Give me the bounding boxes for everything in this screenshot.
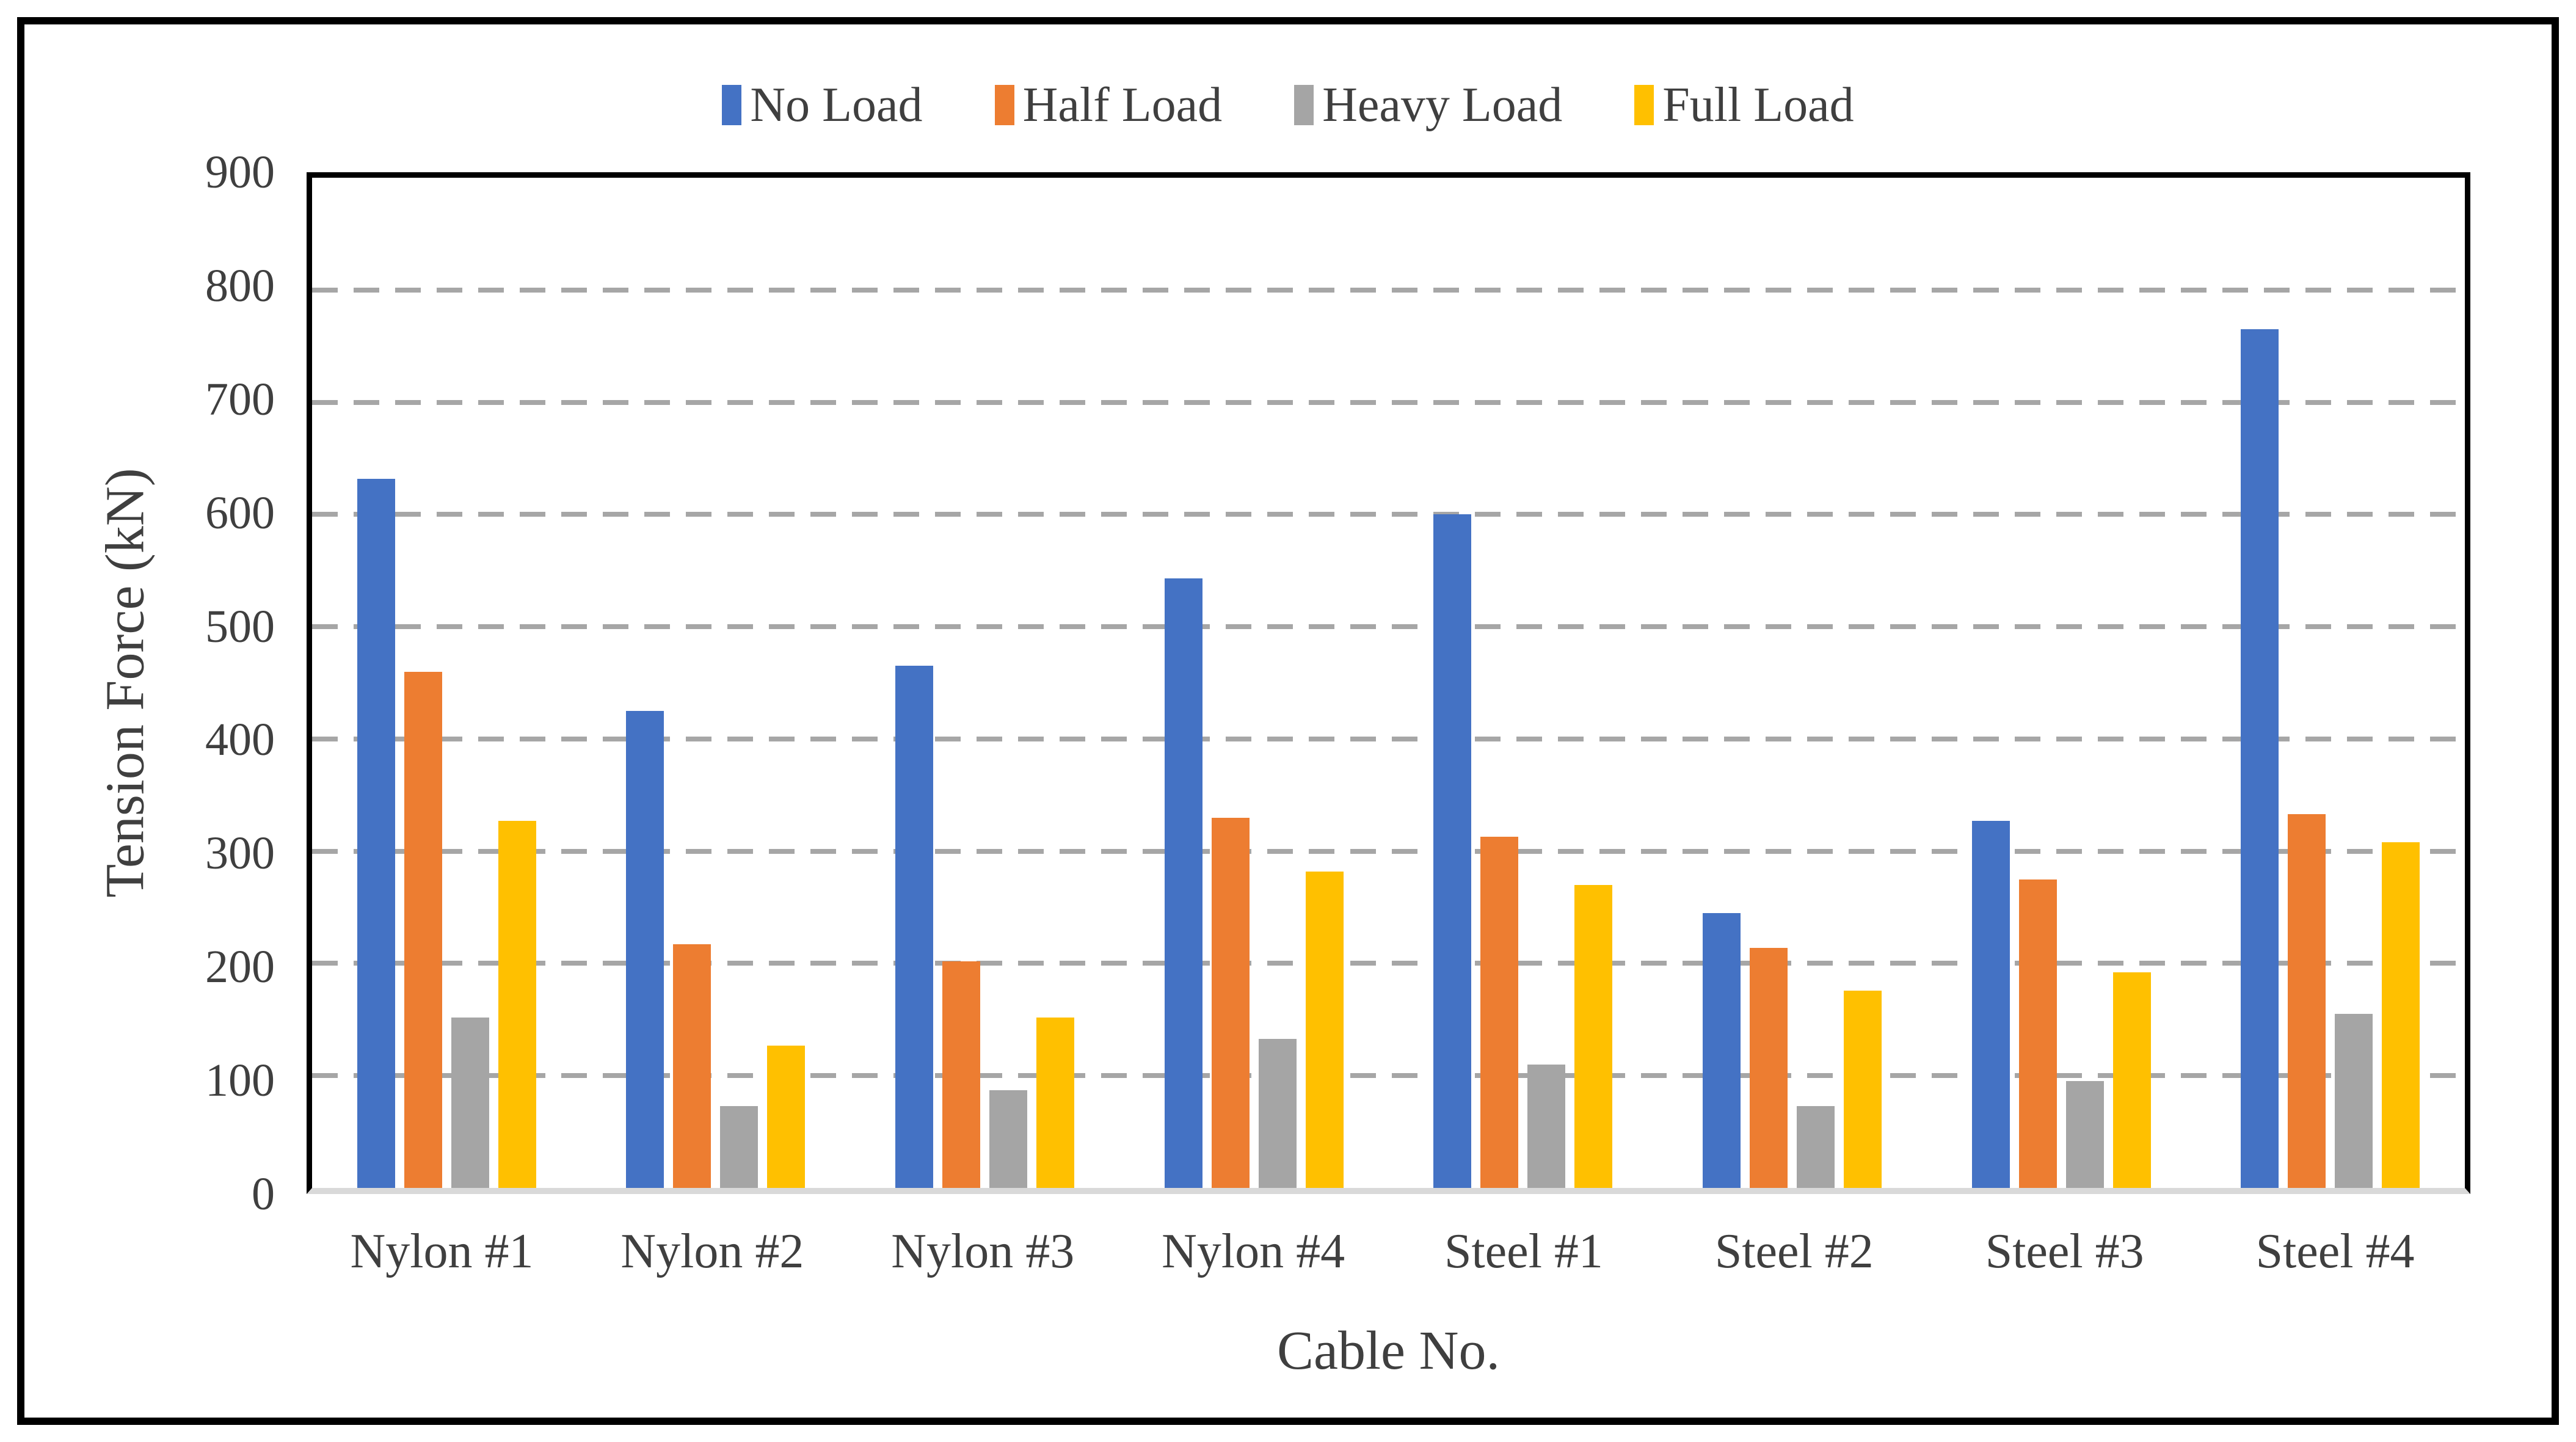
bar-full-load (2382, 842, 2420, 1188)
legend-item-full-load: Full Load (1634, 81, 1854, 129)
x-tick-label-steel-1: Steel #1 (1444, 1225, 1603, 1278)
bar-heavy-load (1258, 1038, 1297, 1188)
gridline-600 (312, 512, 2465, 517)
bar-group-nylon-3 (850, 178, 1119, 1188)
bar-full-load (1843, 990, 1882, 1188)
x-tick-label-nylon-4: Nylon #4 (1162, 1225, 1345, 1278)
y-tick-label-700: 700 (205, 373, 275, 425)
gridline-100 (312, 1073, 2465, 1079)
y-tick-label-500: 500 (205, 600, 275, 652)
x-tick-label-steel-4: Steel #4 (2255, 1225, 2415, 1278)
bar-full-load (767, 1045, 806, 1188)
bar-group-steel-4 (2196, 178, 2465, 1188)
bar-heavy-load (989, 1090, 1028, 1188)
bar-heavy-load (720, 1105, 759, 1188)
bar-full-load (1036, 1017, 1075, 1188)
bar-full-load (1305, 871, 1344, 1188)
bar-heavy-load (1796, 1105, 1835, 1188)
bar-group-nylon-4 (1119, 178, 1389, 1188)
y-tick-label-200: 200 (205, 941, 275, 993)
legend-item-heavy-load: Heavy Load (1294, 81, 1562, 129)
y-tick-label-600: 600 (205, 487, 275, 539)
bar-half-load (2288, 814, 2326, 1188)
legend: No Load Half Load Heavy Load Full Load (24, 81, 2552, 129)
x-tick-label-steel-3: Steel #3 (1985, 1225, 2144, 1278)
bar-half-load (1749, 947, 1788, 1188)
x-tick-label-steel-2: Steel #2 (1714, 1225, 1874, 1278)
x-axis-tick-labels: Nylon #1 Nylon #2 Nylon #3 Nylon #4 Steel #1… (307, 1225, 2470, 1278)
legend-marker-icon (1294, 85, 1314, 125)
x-axis-title: Cable No. (1277, 1320, 1500, 1381)
bar-heavy-load (2065, 1081, 2104, 1188)
bar-no-load (1702, 912, 1741, 1188)
y-tick-label-100: 100 (205, 1055, 275, 1107)
legend-marker-icon (994, 85, 1014, 125)
legend-marker-icon (1634, 85, 1654, 125)
gridline-500 (312, 624, 2465, 630)
legend-label: Full Load (1662, 78, 1854, 132)
bar-half-load (2018, 879, 2057, 1188)
bar-no-load (626, 710, 664, 1188)
gridline-300 (312, 848, 2465, 854)
figure-frame: No Load Half Load Heavy Load Full Load Nylo… (17, 17, 2559, 1425)
legend-item-no-load: No Load (722, 78, 923, 132)
bar-group-nylon-1 (312, 178, 581, 1188)
bar-full-load (1574, 884, 1613, 1188)
bar-group-steel-1 (1389, 178, 1658, 1188)
y-tick-label-300: 300 (205, 828, 275, 879)
legend-label: Heavy Load (1322, 78, 1563, 132)
plot-area (307, 172, 2470, 1194)
bar-full-load (2112, 972, 2151, 1188)
y-tick-label-800: 800 (205, 260, 275, 311)
gridline-700 (312, 399, 2465, 405)
bar-group-nylon-2 (581, 178, 851, 1188)
bar-heavy-load (2335, 1014, 2373, 1188)
bar-no-load (1971, 821, 2010, 1188)
bar-group-steel-3 (1927, 178, 2196, 1188)
bar-no-load (2241, 329, 2279, 1188)
x-tick-label-nylon-2: Nylon #2 (620, 1225, 804, 1278)
y-tick-label-900: 900 (205, 147, 275, 198)
legend-item-half-load: Half Load (994, 78, 1223, 132)
y-tick-label-400: 400 (205, 714, 275, 766)
bar-half-load (1480, 836, 1519, 1188)
legend-label: No Load (750, 78, 923, 132)
gridline-400 (312, 736, 2465, 741)
x-tick-label-nylon-1: Nylon #1 (350, 1225, 534, 1278)
bar-half-load (942, 961, 981, 1188)
x-tick-label-nylon-3: Nylon #3 (891, 1225, 1075, 1278)
bar-full-load (498, 821, 536, 1188)
bar-no-load (895, 666, 934, 1188)
legend-marker-icon (722, 85, 742, 125)
gridline-800 (312, 287, 2465, 293)
bar-half-load (673, 944, 711, 1188)
bar-no-load (1164, 578, 1202, 1188)
bar-heavy-load (1527, 1064, 1566, 1188)
bar-no-load (357, 478, 395, 1188)
y-axis-title: Tension Force (kN) (95, 468, 156, 898)
gridline-200 (312, 961, 2465, 966)
bar-groups-container (312, 178, 2465, 1188)
bar-half-load (1211, 817, 1250, 1188)
y-tick-label-0: 0 (252, 1168, 275, 1220)
bar-half-load (404, 671, 442, 1188)
bar-heavy-load (451, 1017, 489, 1188)
bar-group-steel-2 (1657, 178, 1927, 1188)
legend-label: Half Load (1022, 78, 1223, 132)
bar-no-load (1433, 514, 1472, 1188)
